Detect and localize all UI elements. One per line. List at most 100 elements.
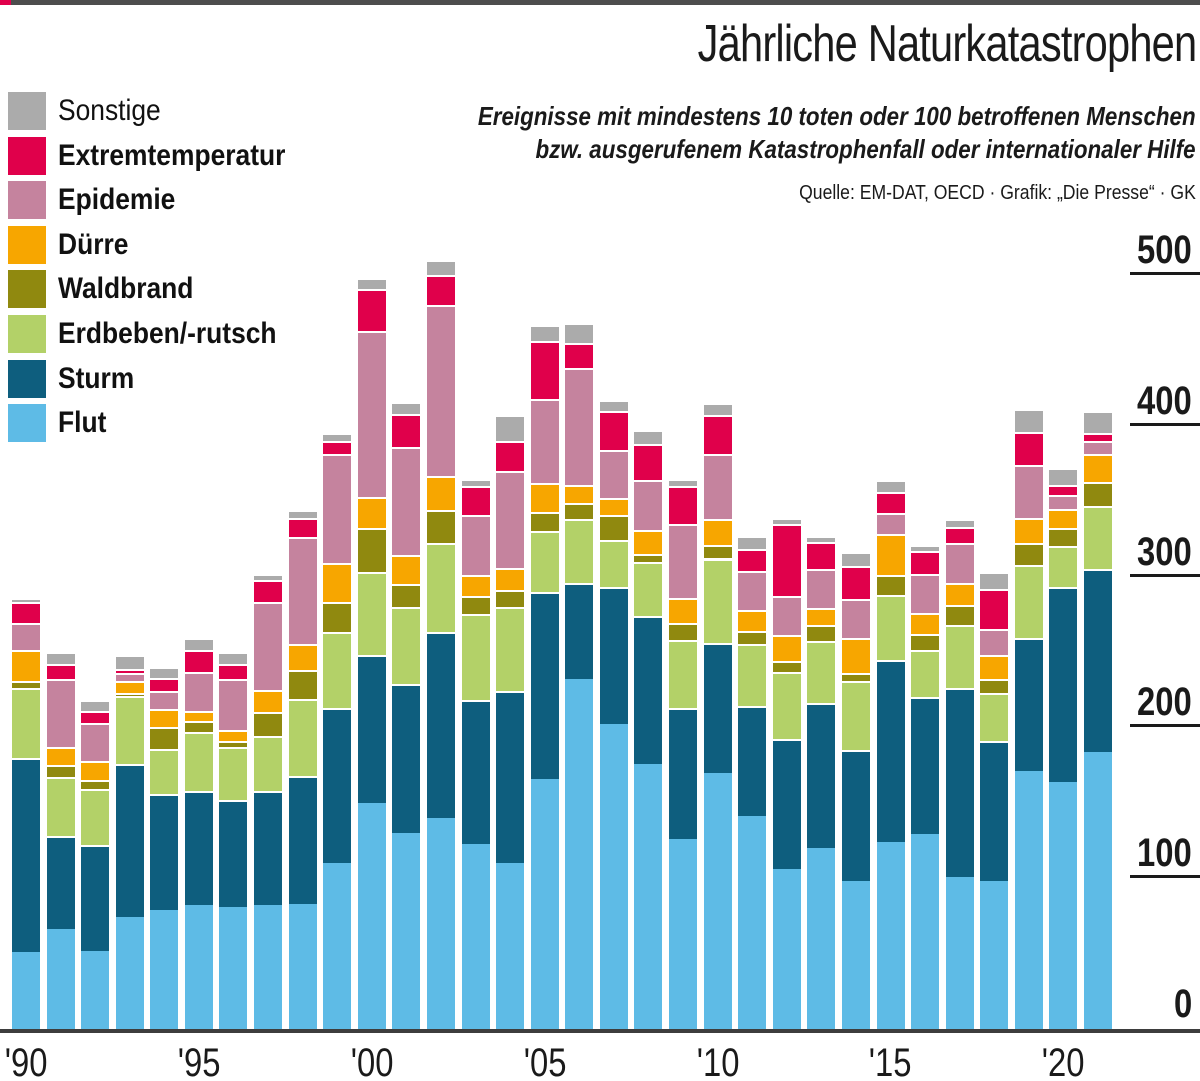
bar-segment-2015-epidemie <box>876 513 905 535</box>
bar-segment-1997-waldbrand <box>254 712 283 737</box>
bar-segment-2017-extremtemperatur <box>945 526 974 544</box>
bar-segment-2001-extremtemperatur <box>392 413 421 447</box>
bar-segment-2008-flut <box>634 763 663 1029</box>
y-axis-tick-underline <box>1130 272 1200 275</box>
bar-segment-2015-extremtemperatur <box>876 492 905 514</box>
bar-segment-2003-flut <box>461 843 490 1029</box>
bar-segment-1993-extremtemperatur <box>115 668 144 674</box>
bar-segment-2002-sonstige <box>426 259 455 275</box>
legend-label: Flut <box>58 406 107 440</box>
bar-segment-2016-flut <box>911 834 940 1029</box>
bar-segment-1996-extremtemperatur <box>219 664 248 680</box>
bar-segment-2008-sonstige <box>634 430 663 444</box>
bar-segment-1996-erdbeben-rutsch <box>219 747 248 800</box>
page-title: Jährliche Naturkatastrophen <box>296 14 1196 74</box>
bar-segment-2014-sonstige <box>841 552 870 567</box>
bar-segment-2005-sonstige <box>530 324 559 342</box>
bar-segment-2001-flut <box>392 832 421 1029</box>
bar-segment-2012-d-rre <box>772 635 801 662</box>
bar-segment-2011-sonstige <box>738 535 767 550</box>
bar-segment-1991-d-rre <box>46 747 75 766</box>
bar-segment-1994-waldbrand <box>150 727 179 749</box>
bar-segment-2007-flut <box>599 724 628 1029</box>
bar-segment-2003-extremtemperatur <box>461 486 490 515</box>
bar-segment-2013-epidemie <box>807 569 836 609</box>
bar-segment-2015-sturm <box>876 659 905 842</box>
bar-segment-2013-d-rre <box>807 608 836 625</box>
bar-segment-2014-epidemie <box>841 599 870 639</box>
bar-segment-1991-extremtemperatur <box>46 664 75 680</box>
bar-segment-2012-extremtemperatur <box>772 523 801 597</box>
bar-segment-2008-sturm <box>634 615 663 764</box>
bar-segment-1992-erdbeben-rutsch <box>81 789 110 845</box>
y-axis-tick-label: 500 <box>1137 228 1192 272</box>
bar-segment-1992-d-rre <box>81 760 110 781</box>
bar-segment-1991-sturm <box>46 835 75 930</box>
x-axis-tick-2005: '05 <box>505 1041 585 1081</box>
bar-segment-2009-extremtemperatur <box>669 486 698 524</box>
bar-segment-2021-flut <box>1083 751 1112 1029</box>
x-axis-tick-2000: '00 <box>332 1041 412 1081</box>
bar-segment-2007-extremtemperatur <box>599 410 628 450</box>
bar-segment-2003-d-rre <box>461 575 490 597</box>
bar-segment-2011-epidemie <box>738 570 767 610</box>
bar-segment-2010-d-rre <box>703 519 732 545</box>
bar-segment-2019-d-rre <box>1014 517 1043 544</box>
bar-segment-2001-d-rre <box>392 555 421 585</box>
bar-segment-1998-sturm <box>288 775 317 904</box>
bar-segment-1993-sturm <box>115 763 144 918</box>
bar-segment-2012-sonstige <box>772 517 801 524</box>
bar-segment-2009-epidemie <box>669 523 698 598</box>
bar-segment-1999-flut <box>323 863 352 1029</box>
y-axis-tick-underline <box>1130 573 1200 577</box>
page-title-text: Jährliche Naturkatastrophen <box>697 15 1196 73</box>
bar-segment-2004-erdbeben-rutsch <box>496 606 525 692</box>
bar-segment-1992-sturm <box>81 845 110 951</box>
x-axis-tick-2010: '10 <box>678 1041 758 1081</box>
bar-segment-2008-waldbrand <box>634 553 663 562</box>
bar-segment-2005-epidemie <box>530 398 559 484</box>
bar-segment-2011-waldbrand <box>738 630 767 645</box>
bar-segment-2002-sturm <box>426 632 455 818</box>
bar-segment-1999-sonstige <box>323 433 352 441</box>
legend-swatch <box>8 181 46 220</box>
bar-segment-2019-flut <box>1014 771 1043 1029</box>
y-axis-tick-500: 500 <box>1080 225 1200 275</box>
bar-segment-1999-sturm <box>323 707 352 864</box>
bar-segment-1993-flut <box>115 917 144 1029</box>
bar-segment-1999-extremtemperatur <box>323 440 352 455</box>
bar-segment-2001-epidemie <box>392 446 421 556</box>
bar-segment-1999-erdbeben-rutsch <box>323 632 352 708</box>
bar-segment-2008-epidemie <box>634 480 663 530</box>
x-axis-tick-label: '05 <box>523 1041 567 1081</box>
bar-segment-1996-flut <box>219 906 248 1029</box>
bar-segment-2010-sturm <box>703 642 732 773</box>
legend-label: Sturm <box>58 361 135 395</box>
bar-segment-2021-extremtemperatur <box>1083 433 1112 441</box>
legend-swatch <box>8 359 46 398</box>
bar-segment-2005-flut <box>530 778 559 1029</box>
bar-segment-2018-waldbrand <box>980 679 1009 693</box>
bar-segment-2017-sonstige <box>945 519 974 527</box>
bar-segment-2006-erdbeben-rutsch <box>565 519 594 583</box>
bar-segment-1999-d-rre <box>323 563 352 603</box>
bar-segment-2000-extremtemperatur <box>357 288 386 331</box>
bar-segment-2007-d-rre <box>599 498 628 515</box>
legend-swatch <box>8 315 46 353</box>
bar-segment-2002-waldbrand <box>426 510 455 544</box>
top-rule-accent <box>0 0 11 5</box>
source-credit: Quelle: EM-DAT, OECD · Grafik: „Die Pres… <box>296 182 1196 205</box>
bar-segment-1999-waldbrand <box>323 602 352 633</box>
bar-segment-2011-flut <box>738 816 767 1029</box>
y-axis-tick-0: 0 <box>1080 979 1200 1029</box>
legend-label: Erdbeben/-rutsch <box>58 317 277 350</box>
bar-segment-2003-sturm <box>461 700 490 844</box>
bar-segment-1995-extremtemperatur <box>184 650 213 672</box>
bar-segment-2020-sonstige <box>1049 468 1078 485</box>
subtitle-line-1: Ereignisse mit mindestens 10 toten oder … <box>478 101 1196 131</box>
x-axis-tick-label: '20 <box>1042 1041 1085 1081</box>
y-axis-tick-label: 300 <box>1137 529 1192 574</box>
x-axis-tick-1990: '90 <box>0 1041 66 1081</box>
bar-segment-2021-sonstige <box>1083 410 1112 434</box>
